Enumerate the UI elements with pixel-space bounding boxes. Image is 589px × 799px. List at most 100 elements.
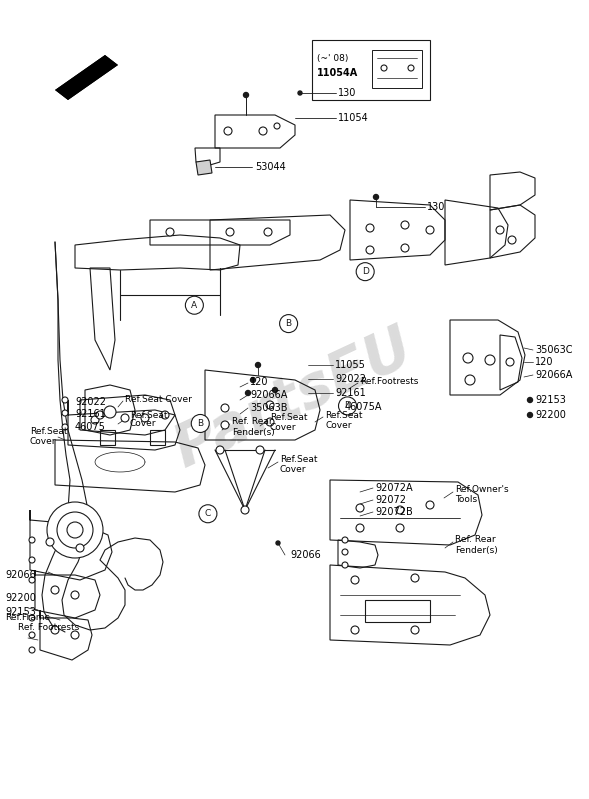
Circle shape [356,524,364,532]
Text: 92072A: 92072A [375,483,413,493]
Text: D: D [362,267,369,276]
Text: Ref.Seat: Ref.Seat [130,411,167,419]
Circle shape [366,246,374,254]
Circle shape [226,228,234,236]
Circle shape [256,363,260,368]
Circle shape [216,446,224,454]
Circle shape [266,418,274,426]
Text: 92022: 92022 [75,397,106,407]
Circle shape [246,391,250,396]
Circle shape [298,91,302,95]
Circle shape [104,406,116,418]
Circle shape [51,586,59,594]
Circle shape [408,65,414,71]
Circle shape [485,355,495,365]
Circle shape [274,123,280,129]
Text: Fender(s): Fender(s) [232,427,274,436]
Text: 92022: 92022 [335,374,366,384]
Circle shape [51,626,59,634]
Text: 92161: 92161 [335,388,366,398]
Circle shape [47,502,103,558]
Text: Ref.Frame: Ref.Frame [5,613,50,622]
Circle shape [266,401,274,409]
Circle shape [356,504,364,512]
Text: 92072: 92072 [375,495,406,505]
Text: 130: 130 [427,202,445,212]
Text: 11054: 11054 [338,113,369,123]
Text: Ref.Footrests: Ref.Footrests [360,377,418,387]
Circle shape [401,244,409,252]
Text: 46075: 46075 [75,422,106,432]
Circle shape [76,544,84,552]
Text: Ref.Seat: Ref.Seat [30,427,68,436]
Text: 92153: 92153 [5,607,36,617]
Text: 130: 130 [338,88,356,98]
Text: 11054A: 11054A [317,68,358,78]
Circle shape [426,501,434,509]
Circle shape [67,522,83,538]
Text: 46075A: 46075A [345,402,382,412]
Circle shape [186,296,203,314]
Text: B: B [286,319,292,328]
Circle shape [161,411,169,419]
Text: C: C [205,509,211,519]
Circle shape [166,228,174,236]
Circle shape [496,226,504,234]
Circle shape [411,574,419,582]
Circle shape [342,537,348,543]
Text: 53044: 53044 [255,162,286,172]
Circle shape [339,397,356,415]
Circle shape [276,541,280,545]
Circle shape [46,538,54,546]
Circle shape [396,506,404,514]
Circle shape [91,416,99,424]
Circle shape [29,557,35,563]
Circle shape [241,506,249,514]
Text: Fender(s): Fender(s) [455,547,498,555]
Circle shape [411,626,419,634]
Circle shape [62,424,68,430]
Circle shape [259,127,267,135]
Text: Ref. Rear: Ref. Rear [232,418,273,427]
Text: Tools: Tools [455,495,477,504]
Circle shape [29,632,35,638]
Circle shape [62,397,68,403]
Text: 92072B: 92072B [375,507,413,517]
Text: PartsEU: PartsEU [166,319,422,479]
Circle shape [57,512,93,548]
Text: 92066A: 92066A [250,390,287,400]
Circle shape [280,315,297,332]
Circle shape [191,415,209,432]
Text: B: B [197,419,203,428]
Circle shape [401,221,409,229]
Circle shape [256,446,264,454]
Circle shape [381,65,387,71]
Circle shape [243,93,249,97]
Polygon shape [196,160,212,175]
Circle shape [426,226,434,234]
Text: 120: 120 [535,357,554,367]
Text: 92066: 92066 [5,570,36,580]
Text: D: D [344,401,351,411]
Text: Cover: Cover [130,419,157,428]
Text: Cover: Cover [325,420,352,430]
Text: 92066: 92066 [290,550,321,560]
Polygon shape [55,55,118,100]
Text: Cover: Cover [30,438,57,447]
Text: A: A [191,300,197,310]
Circle shape [224,127,232,135]
Text: Ref. Footrests: Ref. Footrests [18,623,80,633]
Text: Ref.Seat Cover: Ref.Seat Cover [125,396,192,404]
Text: Cover: Cover [280,466,306,475]
Circle shape [29,647,35,653]
Circle shape [508,236,516,244]
Circle shape [71,591,79,599]
Text: Ref.Seat: Ref.Seat [325,411,362,419]
Circle shape [29,537,35,543]
Circle shape [121,414,129,422]
Polygon shape [55,55,118,100]
Circle shape [373,194,379,200]
Circle shape [141,414,149,422]
Circle shape [62,410,68,416]
Bar [312,40,430,100]
